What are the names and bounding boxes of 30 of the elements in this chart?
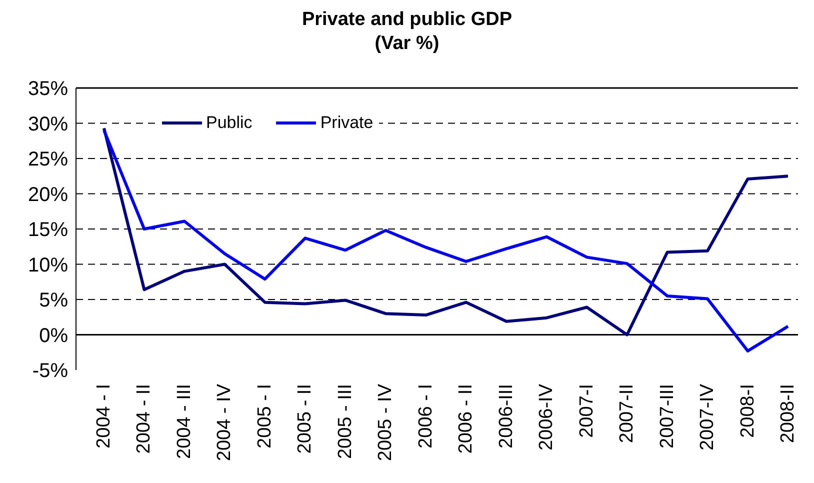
x-tick-label: 2008-II [778,384,798,444]
x-tick-label: 2007-IV [697,384,718,451]
x-tick-label: 2005 - II [294,384,316,454]
y-tick-label: 15% [28,219,68,242]
x-tick-label: 2004 - II [134,384,155,454]
y-tick-label: 10% [28,254,68,276]
x-tick-label: 2006 - II [456,384,477,454]
y-tick-label: 30% [28,113,68,136]
x-tick-label: 2004 - I [94,384,114,448]
legend-label: Public [206,113,252,133]
x-tick-label: 2004 - IV [214,384,236,462]
x-tick-label: 2006-III [496,384,517,448]
y-tick-label: 35% [28,78,68,100]
legend-label: Private [320,113,374,133]
y-tick-label: 5% [39,290,68,312]
y-tick-label: 0% [39,324,68,347]
x-tick-label: 2007-III [656,384,678,448]
x-tick-label: 2007-I [576,384,598,438]
x-tick-label: 2005 - IV [375,384,396,462]
x-tick-label: 2007-II [616,384,638,444]
y-tick-label: -5% [32,360,68,382]
chart-title: Private and public GDP (Var %) [300,8,514,56]
x-tick-label: 2005 - I [254,384,276,448]
x-tick-label: 2005 - III [334,384,356,459]
x-tick-label: 2006 - I [415,384,436,448]
x-tick-label: 2008-I [737,384,758,438]
x-tick-label: 2006-IV [536,384,558,451]
y-tick-label: 20% [28,184,68,206]
y-tick-label: 25% [28,148,68,171]
x-tick-label: 2004 - III [174,384,195,459]
